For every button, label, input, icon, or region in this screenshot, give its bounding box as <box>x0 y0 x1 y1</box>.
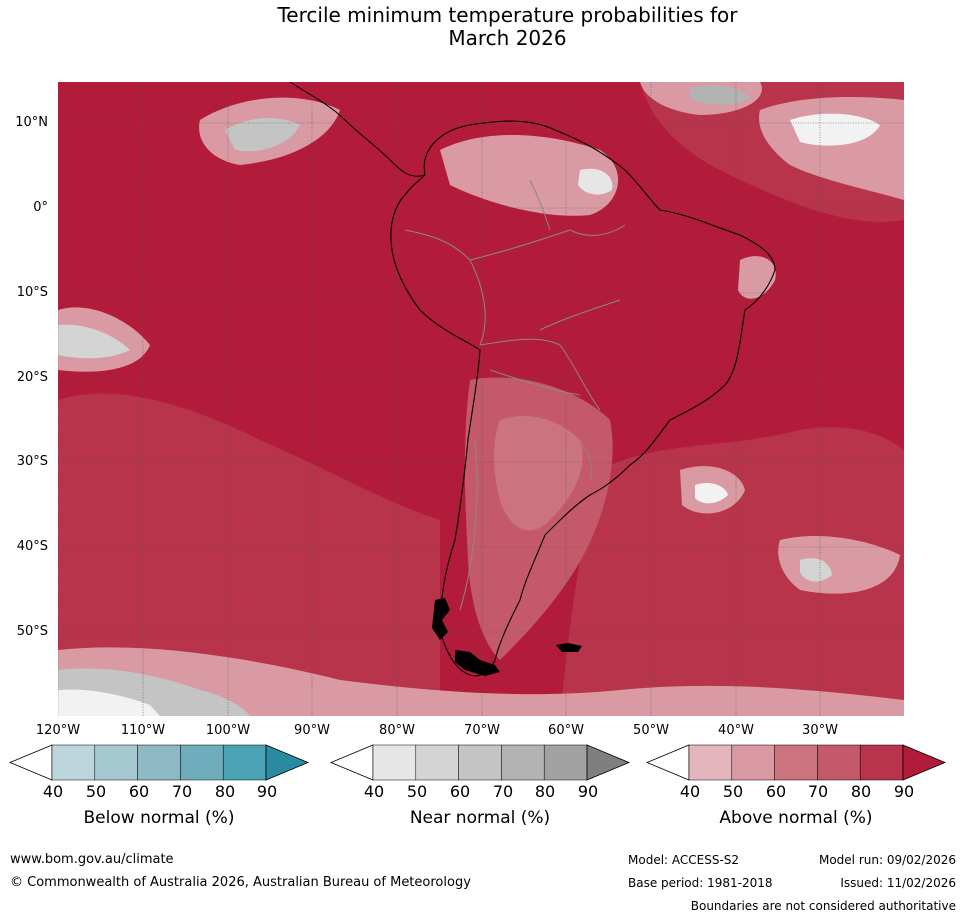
lon-label-110w: 110°W <box>120 723 166 738</box>
above-tick-40: 40 <box>679 782 701 801</box>
lon-label-60w: 60°W <box>548 723 584 738</box>
zone-above-80-south-pacific <box>58 393 440 716</box>
colorbar-group <box>8 744 947 781</box>
near-colorbar-high-extend <box>586 744 631 781</box>
near-tick-80: 80 <box>534 782 556 801</box>
lon-label-40w: 40°W <box>718 723 754 738</box>
lat-label-50s: 50°S <box>16 624 48 639</box>
above-tick-60: 60 <box>765 782 787 801</box>
below-tick-40: 40 <box>42 782 64 801</box>
near-colorbar-bin-40-50 <box>372 744 417 781</box>
near-colorbar-low-extend <box>329 744 374 781</box>
zone-near-east-pacific-west <box>58 324 130 359</box>
above-tick-90: 90 <box>893 782 915 801</box>
chart-title-line2: March 2026 <box>448 26 567 50</box>
above-colorbar-bin-50-60 <box>731 744 775 781</box>
lat-label-40s: 40°S <box>16 539 48 554</box>
lat-label-20s: 20°S <box>16 370 48 385</box>
near-colorbar-bin-80-90 <box>543 744 588 781</box>
footer-url[interactable]: www.bom.gov.au/climate <box>10 852 174 867</box>
near-normal-title: Near normal (%) <box>409 808 551 828</box>
near-colorbar-bin-60-70 <box>458 744 502 781</box>
near-tick-40: 40 <box>363 782 385 801</box>
footer-disclaimer: Boundaries are not considered authoritat… <box>690 899 956 913</box>
lon-label-120w: 120°W <box>35 723 81 738</box>
below-colorbar-low-extend <box>8 744 53 781</box>
near-tick-90: 90 <box>577 782 599 801</box>
coastline-south-america <box>390 120 776 677</box>
lon-label-100w: 100°W <box>205 723 251 738</box>
below-colorbar-high-extend <box>265 744 310 781</box>
zone-near-caribbean <box>690 85 750 105</box>
zone-near-far-south-atlantic <box>800 558 832 582</box>
below-colorbar-bin-70-80 <box>180 744 224 781</box>
above-tick-80: 80 <box>850 782 872 801</box>
footer-issued: Issued: 11/02/2026 <box>840 876 956 890</box>
coastline-patagonia-islands <box>432 598 500 676</box>
near-tick-70: 70 <box>492 782 514 801</box>
map-area[interactable] <box>58 82 904 716</box>
above-colorbar-bin-40-50 <box>688 744 733 781</box>
footer-model-run: Model run: 09/02/2026 <box>818 853 956 867</box>
lat-label-10n: 10°N <box>15 115 48 130</box>
zone-white-guyana <box>578 168 613 195</box>
near-tick-60: 60 <box>449 782 471 801</box>
zone-near-central-america-pacific <box>225 118 300 152</box>
lon-label-70w: 70°W <box>464 723 500 738</box>
below-colorbar-bin-60-70 <box>137 744 181 781</box>
chart-title: Tercile minimum temperature probabilitie… <box>0 4 965 50</box>
zone-white-south-edge <box>58 689 160 716</box>
above-colorbar-bin-70-80 <box>817 744 861 781</box>
below-tick-70: 70 <box>171 782 193 801</box>
below-colorbar-bin-50-60 <box>94 744 138 781</box>
above-normal-title: Above normal (%) <box>719 808 873 828</box>
coastline-falklands <box>556 643 582 652</box>
above-tick-50: 50 <box>722 782 744 801</box>
coastline-central-america <box>289 82 426 177</box>
lat-label-30s: 30°S <box>16 454 48 469</box>
lon-label-50w: 50°W <box>633 723 669 738</box>
below-tick-90: 90 <box>256 782 278 801</box>
above-colorbar-low-extend <box>645 744 690 781</box>
above-tick-70: 70 <box>807 782 829 801</box>
zone-above-60-south-edge <box>58 647 904 716</box>
zone-above-60-venezuela <box>440 135 619 216</box>
lon-label-30w: 30°W <box>802 723 838 738</box>
below-colorbar-bin-80-90 <box>222 744 267 781</box>
zone-white-northeast-atlantic <box>790 113 880 146</box>
lat-label-0: 0° <box>33 200 48 215</box>
footer-copyright: © Commonwealth of Australia 2026, Austra… <box>10 875 471 890</box>
above-colorbar-high-extend <box>902 744 947 781</box>
above-colorbar-bin-80-90 <box>859 744 904 781</box>
zone-white-south-atlantic <box>695 483 728 504</box>
near-tick-50: 50 <box>406 782 428 801</box>
below-tick-60: 60 <box>128 782 150 801</box>
below-tick-50: 50 <box>85 782 107 801</box>
zone-above-70-argentina-core <box>494 416 583 531</box>
footer-base-period: Base period: 1981-2018 <box>628 876 773 890</box>
below-tick-80: 80 <box>214 782 236 801</box>
footer-model: Model: ACCESS-S2 <box>628 853 740 867</box>
near-colorbar-bin-70-80 <box>501 744 545 781</box>
chart-title-line1: Tercile minimum temperature probabilitie… <box>277 3 738 27</box>
below-colorbar-bin-40-50 <box>51 744 96 781</box>
lon-label-80w: 80°W <box>379 723 415 738</box>
near-colorbar-bin-50-60 <box>415 744 459 781</box>
lat-label-10s: 10°S <box>16 285 48 300</box>
zone-above-80-south-atlantic <box>560 427 904 716</box>
lon-label-90w: 90°W <box>294 723 330 738</box>
graticule <box>58 82 904 716</box>
country-boundaries <box>404 179 626 611</box>
above-colorbar-bin-60-70 <box>774 744 818 781</box>
below-normal-title: Below normal (%) <box>83 808 235 828</box>
